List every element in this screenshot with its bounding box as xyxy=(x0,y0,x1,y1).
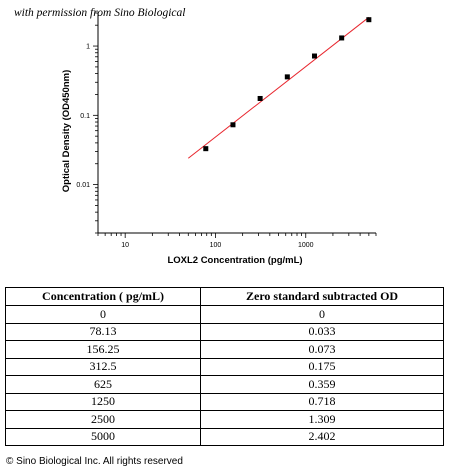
cell-concentration: 156.25 xyxy=(4,340,202,359)
header-od: Zero standard subtracted OD xyxy=(200,287,444,306)
table-row: 78.13 0.033 xyxy=(4,322,444,341)
cell-od: 0 xyxy=(200,305,444,324)
x-tick-label: 1000 xyxy=(298,242,314,249)
data-point xyxy=(339,35,345,41)
table-row: 1250 0.718 xyxy=(4,392,444,411)
table-row: 156.25 0.073 xyxy=(4,340,444,359)
data-point xyxy=(257,95,263,101)
data-point xyxy=(284,74,290,80)
table-row: 625 0.359 xyxy=(4,375,444,394)
data-point xyxy=(311,53,317,59)
data-point xyxy=(203,146,209,152)
data-point xyxy=(366,17,372,23)
table-row: 2500 1.309 xyxy=(4,410,444,429)
data-point xyxy=(230,122,236,128)
cell-concentration: 5000 xyxy=(4,427,202,446)
y-tick-label: 0.1 xyxy=(80,113,90,120)
y-tick-label: 1 xyxy=(86,44,90,51)
x-tick-label: 100 xyxy=(210,242,222,249)
cell-od: 0.718 xyxy=(200,392,444,411)
cell-concentration: 78.13 xyxy=(4,322,202,341)
cell-concentration: 1250 xyxy=(4,392,202,411)
permission-note: with permission from Sino Biological xyxy=(14,7,186,19)
cell-concentration: 2500 xyxy=(4,410,202,429)
cell-od: 0.359 xyxy=(200,375,444,394)
data-table-container: Concentration ( pg/mL) Zero standard sub… xyxy=(4,287,444,446)
x-axis-label: LOXL2 Concentration (pg/mL) xyxy=(167,255,302,266)
fit-line xyxy=(187,16,370,159)
chart-ticks: 10 100 1000 0.01 0.1 1 xyxy=(76,12,377,249)
standard-data-table: Concentration ( pg/mL) Zero standard sub… xyxy=(4,287,444,446)
cell-od: 0.033 xyxy=(200,322,444,341)
standard-curve-chart: 10 100 1000 0.01 0.1 1 LOXL2 Concentration (p… xyxy=(61,12,377,266)
chart-fit-line xyxy=(187,16,370,159)
x-tick-label: 10 xyxy=(121,242,129,249)
chart-axes xyxy=(97,13,376,234)
table-row: 312.5 0.175 xyxy=(4,357,444,376)
copyright-text: © Sino Biological Inc. All rights reserv… xyxy=(6,456,183,467)
y-axis-label: Optical Density (OD450nm) xyxy=(61,70,72,192)
cell-concentration: 0 xyxy=(4,305,202,324)
y-tick-label: 0.01 xyxy=(76,182,90,189)
header-concentration: Concentration ( pg/mL) xyxy=(4,287,202,306)
cell-concentration: 625 xyxy=(4,375,202,394)
cell-od: 0.175 xyxy=(200,357,444,376)
cell-od: 0.073 xyxy=(200,340,444,359)
cell-od: 2.402 xyxy=(200,427,444,446)
chart-points xyxy=(203,17,372,152)
cell-od: 1.309 xyxy=(200,410,444,429)
table-header-row: Concentration ( pg/mL) Zero standard sub… xyxy=(4,287,444,306)
table-row: 5000 2.402 xyxy=(4,427,444,446)
cell-concentration: 312.5 xyxy=(4,357,202,376)
